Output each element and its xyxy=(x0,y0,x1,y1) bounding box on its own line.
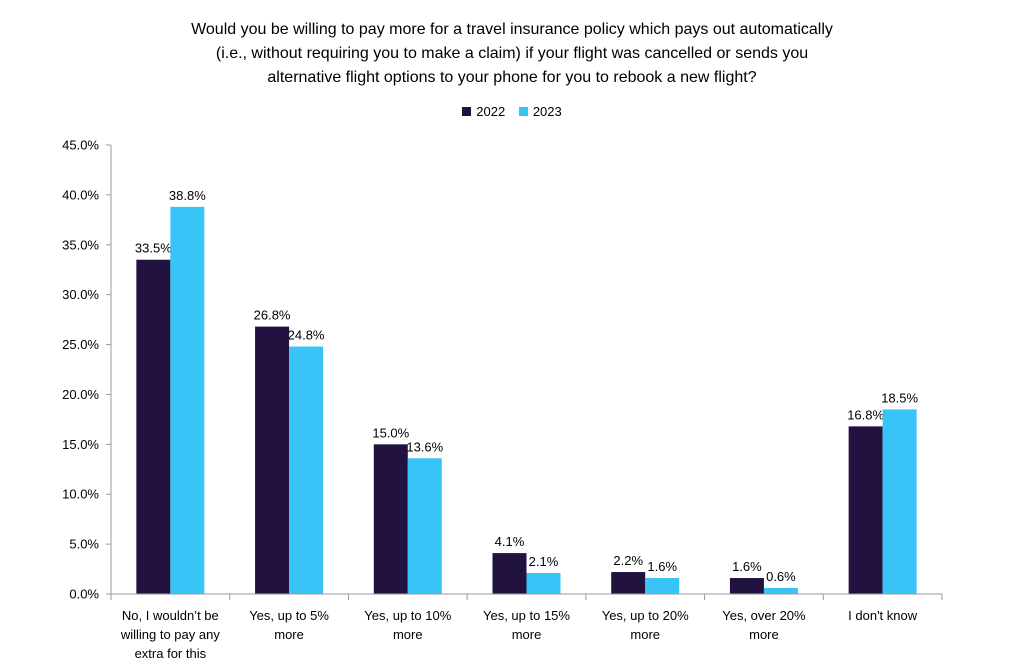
data-label-2023: 0.6% xyxy=(766,569,796,584)
data-label-2023: 18.5% xyxy=(881,390,918,405)
legend-label: 2023 xyxy=(532,104,562,119)
bar-2022 xyxy=(373,444,408,594)
bar-2022 xyxy=(136,259,171,594)
y-tick-label: 30.0% xyxy=(62,287,99,302)
data-label-2022: 4.1% xyxy=(495,534,525,549)
bar-2022 xyxy=(255,326,290,594)
chart-title-line: Would you be willing to pay more for a t… xyxy=(191,21,833,38)
y-tick-label: 10.0% xyxy=(62,487,99,502)
legend: 2022 2023 xyxy=(0,104,1024,119)
x-category-label: Yes, up to 20% xyxy=(602,608,689,623)
bar-2022 xyxy=(848,426,883,594)
chart-title-line: (i.e., without requiring you to make a c… xyxy=(215,45,809,62)
data-label-2022: 26.8% xyxy=(254,308,291,323)
x-category-label: more xyxy=(274,627,304,642)
y-tick-label: 35.0% xyxy=(62,237,99,252)
legend-item-2023: 2023 xyxy=(518,104,562,119)
bar-2023 xyxy=(170,206,205,594)
bar-2022 xyxy=(492,553,527,594)
data-label-2022: 1.6% xyxy=(732,559,762,574)
data-label-2022: 16.8% xyxy=(847,407,884,422)
legend-swatch-2022 xyxy=(462,107,472,116)
x-category-label: more xyxy=(393,627,423,642)
x-category-label: Yes, up to 10% xyxy=(364,608,451,623)
x-category-label: No, I wouldn’t be xyxy=(122,608,219,623)
y-tick-label: 15.0% xyxy=(62,437,99,452)
y-tick-label: 25.0% xyxy=(62,337,99,352)
x-category-label: extra for this xyxy=(135,646,207,661)
y-tick-label: 5.0% xyxy=(69,537,99,552)
y-tick-label: 20.0% xyxy=(62,387,99,402)
y-tick-label: 45.0% xyxy=(62,138,99,153)
y-tick-label: 0.0% xyxy=(69,587,99,602)
x-category-label: willing to pay any xyxy=(120,627,220,642)
x-category-label: Yes, over 20% xyxy=(722,608,806,623)
bar-2022 xyxy=(611,572,646,594)
chart-title-line: alternative flight options to your phone… xyxy=(267,69,757,86)
data-label-2023: 24.8% xyxy=(288,328,325,343)
bar-2023 xyxy=(763,588,798,594)
data-label-2022: 2.2% xyxy=(613,553,643,568)
x-category-label: more xyxy=(512,627,542,642)
data-label-2023: 13.6% xyxy=(406,439,443,454)
x-category-label: I don't know xyxy=(848,608,918,623)
chart-title: Would you be willing to pay more for a t… xyxy=(112,18,912,90)
legend-label: 2022 xyxy=(476,104,506,119)
x-category-label: more xyxy=(749,627,779,642)
x-category-label: Yes, up to 15% xyxy=(483,608,570,623)
data-label-2023: 2.1% xyxy=(529,554,559,569)
data-label-2023: 1.6% xyxy=(647,559,677,574)
x-category-label: more xyxy=(630,627,660,642)
legend-swatch-2023 xyxy=(518,107,528,116)
legend-item-2022: 2022 xyxy=(462,104,505,119)
bar-2022 xyxy=(729,578,764,594)
bar-2023 xyxy=(526,573,561,594)
bar-2023 xyxy=(289,346,324,594)
data-label-2023: 38.8% xyxy=(169,188,206,203)
bar-2023 xyxy=(882,409,917,594)
bar-2023 xyxy=(645,578,680,594)
y-tick-label: 40.0% xyxy=(62,187,99,202)
bar-2023 xyxy=(407,458,442,594)
x-category-label: Yes, up to 5% xyxy=(249,608,329,623)
data-label-2022: 33.5% xyxy=(135,241,172,256)
data-label-2022: 15.0% xyxy=(372,425,409,440)
